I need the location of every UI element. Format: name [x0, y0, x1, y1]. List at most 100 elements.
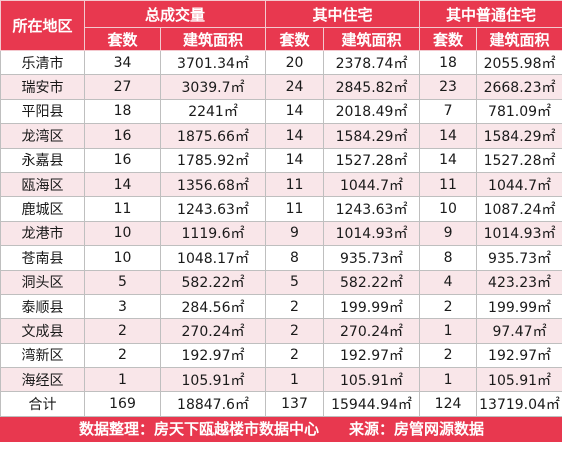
total-units-cell: 18	[84, 98, 161, 125]
ordinary-area-cell: 105.91㎡	[476, 367, 562, 393]
header-sub-units: 套数	[265, 27, 325, 51]
total-units-cell: 3	[84, 293, 161, 320]
ordinary-units-cell: 9	[419, 220, 478, 247]
total-area-cell: 1875.66㎡	[159, 123, 267, 149]
header-sub-area: 建筑面积	[476, 27, 562, 51]
ordinary-area-sum: 13719.04㎡	[476, 391, 562, 417]
residential-units-cell: 2	[265, 342, 325, 369]
residential-units-cell: 2	[265, 318, 325, 344]
residential-area-cell: 199.99㎡	[323, 293, 421, 320]
header-sub-area: 建筑面积	[323, 27, 421, 51]
region-cell: 龙港市	[0, 220, 85, 247]
ordinary-area-cell: 2055.98㎡	[476, 49, 562, 76]
ordinary-area-cell: 199.99㎡	[476, 293, 562, 320]
total-units-cell: 10	[84, 220, 161, 247]
total-units-cell: 2	[84, 318, 161, 344]
ordinary-units-sum: 124	[419, 391, 478, 417]
transaction-table: 所在地区 总成交量 其中住宅 其中普通住宅 套数 建筑面积 套数 建筑面积 套数…	[0, 0, 562, 442]
ordinary-units-cell: 11	[419, 171, 478, 198]
residential-units-cell: 5	[265, 269, 325, 295]
residential-units-cell: 14	[265, 147, 325, 173]
table-row: 海经区 1 105.91㎡ 1 105.91㎡ 1 105.91㎡	[0, 367, 562, 393]
ordinary-units-cell: 14	[419, 147, 478, 173]
residential-units-cell: 8	[265, 245, 325, 271]
residential-units-cell: 14	[265, 98, 325, 125]
header-group-residential: 其中住宅	[265, 0, 421, 28]
ordinary-area-cell: 1044.7㎡	[476, 171, 562, 198]
residential-area-sum: 15944.94㎡	[323, 391, 421, 417]
total-area-cell: 582.22㎡	[159, 269, 267, 295]
region-cell: 苍南县	[0, 245, 85, 271]
header-row-groups: 所在地区 总成交量 其中住宅 其中普通住宅	[0, 0, 562, 51]
footer-row: 数据整理：房天下瓯越楼市数据中心 来源：房管网源数据	[0, 415, 562, 442]
ordinary-units-cell: 10	[419, 196, 478, 222]
table-row: 瓯海区 14 1356.68㎡ 11 1044.7㎡ 11 1044.7㎡	[0, 171, 562, 198]
table-row: 瑞安市 27 3039.7㎡ 24 2845.82㎡ 23 2668.23㎡	[0, 74, 562, 100]
total-units-cell: 10	[84, 245, 161, 271]
ordinary-units-cell: 1	[419, 367, 478, 393]
region-cell: 乐清市	[0, 49, 85, 76]
total-units-cell: 16	[84, 123, 161, 149]
header-region: 所在地区	[0, 0, 85, 51]
total-area-cell: 1119.6㎡	[159, 220, 267, 247]
data-source-footer: 数据整理：房天下瓯越楼市数据中心 来源：房管网源数据	[0, 415, 562, 442]
region-cell: 湾新区	[0, 342, 85, 369]
region-cell: 泰顺县	[0, 293, 85, 320]
ordinary-units-cell: 8	[419, 245, 478, 271]
total-units-sum: 169	[84, 391, 161, 417]
total-area-cell: 3701.34㎡	[159, 49, 267, 76]
residential-units-cell: 1	[265, 367, 325, 393]
residential-units-cell: 14	[265, 123, 325, 149]
residential-units-cell: 20	[265, 49, 325, 76]
ordinary-area-cell: 1584.29㎡	[476, 123, 562, 149]
residential-units-cell: 9	[265, 220, 325, 247]
total-units-cell: 14	[84, 171, 161, 198]
header-sub-units: 套数	[84, 27, 161, 51]
table-row: 文成县 2 270.24㎡ 2 270.24㎡ 1 97.47㎡	[0, 318, 562, 344]
residential-units-cell: 2	[265, 293, 325, 320]
ordinary-units-cell: 2	[419, 342, 478, 369]
header-group-total: 总成交量	[83, 0, 267, 28]
header-group-ordinary-residential: 其中普通住宅	[419, 0, 562, 28]
ordinary-units-cell: 4	[419, 269, 478, 295]
total-area-cell: 270.24㎡	[159, 318, 267, 344]
total-area-cell: 192.97㎡	[159, 342, 267, 369]
region-cell: 海经区	[0, 367, 85, 393]
total-units-cell: 1	[84, 367, 161, 393]
residential-area-cell: 105.91㎡	[323, 367, 421, 393]
ordinary-area-cell: 2668.23㎡	[476, 74, 562, 100]
header-row-sub: 套数 建筑面积 套数 建筑面积 套数 建筑面积	[1, 27, 562, 51]
residential-area-cell: 1014.93㎡	[323, 220, 421, 247]
total-units-cell: 27	[84, 74, 161, 100]
total-area-cell: 1243.63㎡	[159, 196, 267, 222]
ordinary-area-cell: 423.23㎡	[476, 269, 562, 295]
total-area-cell: 284.56㎡	[159, 293, 267, 320]
region-cell: 永嘉县	[0, 147, 85, 173]
ordinary-area-cell: 1014.93㎡	[476, 220, 562, 247]
ordinary-area-cell: 1087.24㎡	[476, 196, 562, 222]
table-row: 洞头区 5 582.22㎡ 5 582.22㎡ 4 423.23㎡	[0, 269, 562, 295]
ordinary-area-cell: 1527.28㎡	[476, 147, 562, 173]
ordinary-units-cell: 1	[419, 318, 478, 344]
residential-units-cell: 11	[265, 171, 325, 198]
residential-units-cell: 24	[265, 74, 325, 100]
total-area-cell: 1785.92㎡	[159, 147, 267, 173]
residential-area-cell: 2378.74㎡	[323, 49, 421, 76]
total-area-sum: 18847.6㎡	[159, 391, 267, 417]
ordinary-units-cell: 14	[419, 123, 478, 149]
total-units-cell: 16	[84, 147, 161, 173]
total-area-cell: 1048.17㎡	[159, 245, 267, 271]
ordinary-area-cell: 935.73㎡	[476, 245, 562, 271]
total-row: 合计 169 18847.6㎡ 137 15944.94㎡ 124 13719.…	[0, 391, 562, 417]
residential-units-sum: 137	[265, 391, 325, 417]
residential-area-cell: 1527.28㎡	[323, 147, 421, 173]
residential-area-cell: 935.73㎡	[323, 245, 421, 271]
ordinary-units-cell: 2	[419, 293, 478, 320]
total-area-cell: 2241㎡	[159, 98, 267, 125]
ordinary-area-cell: 192.97㎡	[476, 342, 562, 369]
table-row: 平阳县 18 2241㎡ 14 2018.49㎡ 7 781.09㎡	[0, 98, 562, 125]
total-area-cell: 3039.7㎡	[159, 74, 267, 100]
residential-area-cell: 1044.7㎡	[323, 171, 421, 198]
total-units-cell: 2	[84, 342, 161, 369]
ordinary-area-cell: 97.47㎡	[476, 318, 562, 344]
